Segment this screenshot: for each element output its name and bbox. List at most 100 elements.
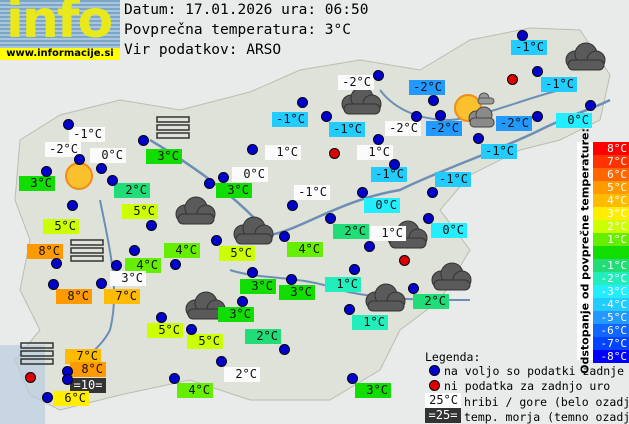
no-data-station-marker[interactable] (329, 148, 340, 159)
station-marker[interactable] (138, 135, 149, 146)
scale-title: Odstopanje od povprečne temperature: (577, 128, 593, 374)
station-temperature-label: 3°C (218, 307, 254, 322)
legend-mountain-sample: 25°C (425, 393, 461, 408)
station-marker[interactable] (170, 259, 181, 270)
station-marker[interactable] (349, 264, 360, 275)
station-marker[interactable] (74, 154, 85, 165)
station-marker[interactable] (186, 324, 197, 335)
deviation-color-scale: 8°C 7°C 6°C 5°C 4°C 3°C 2°C 1°C -1°C -2°C -3°C -4°C… (593, 142, 629, 363)
station-marker[interactable] (373, 70, 384, 81)
station-marker[interactable] (435, 110, 446, 121)
station-temperature-label: -2°C (496, 116, 532, 131)
station-marker[interactable] (408, 283, 419, 294)
station-marker[interactable] (286, 274, 297, 285)
station-temperature-label: 8°C (27, 244, 63, 259)
station-marker[interactable] (585, 100, 596, 111)
cloud-icon (382, 220, 430, 254)
cloud-icon (360, 283, 408, 317)
station-temperature-label: 5°C (187, 334, 223, 349)
station-marker[interactable] (218, 172, 229, 183)
scale-step: -6°C (593, 324, 629, 337)
station-marker[interactable] (146, 220, 157, 231)
station-temperature-label: -1°C (511, 40, 547, 55)
mountain-temperature-label: 0°C (90, 148, 126, 163)
station-marker[interactable] (156, 312, 167, 323)
station-temperature-label: 8°C (70, 362, 106, 377)
scale-step: -7°C (593, 337, 629, 350)
station-marker[interactable] (211, 235, 222, 246)
legend-blue-dot-icon (429, 365, 440, 376)
station-marker[interactable] (325, 213, 336, 224)
station-marker[interactable] (237, 296, 248, 307)
station-temperature-label: 3°C (279, 285, 315, 300)
site-logo[interactable]: info www.informacije.si (0, 0, 120, 60)
station-marker[interactable] (428, 95, 439, 106)
station-marker[interactable] (51, 258, 62, 269)
station-marker[interactable] (247, 144, 258, 155)
mountain-temperature-label: -2°C (45, 142, 81, 157)
station-temperature-label: 3°C (146, 149, 182, 164)
station-marker[interactable] (517, 30, 528, 41)
logo-url-link[interactable]: www.informacije.si (0, 48, 120, 60)
station-marker[interactable] (62, 374, 73, 385)
station-marker[interactable] (96, 163, 107, 174)
station-temperature-label: 4°C (164, 243, 200, 258)
station-marker[interactable] (473, 133, 484, 144)
station-temperature-label: 2°C (245, 329, 281, 344)
station-temperature-label: 5°C (122, 204, 158, 219)
station-marker[interactable] (111, 260, 122, 271)
station-temperature-label: -1°C (541, 77, 577, 92)
station-marker[interactable] (63, 119, 74, 130)
station-marker[interactable] (297, 97, 308, 108)
station-marker[interactable] (357, 187, 368, 198)
station-marker[interactable] (427, 187, 438, 198)
station-marker[interactable] (279, 231, 290, 242)
no-data-station-marker[interactable] (399, 255, 410, 266)
station-marker[interactable] (411, 111, 422, 122)
station-temperature-label: 8°C (56, 289, 92, 304)
station-marker[interactable] (41, 166, 52, 177)
no-data-station-marker[interactable] (507, 74, 518, 85)
station-temperature-label: 0°C (431, 223, 467, 238)
station-temperature-label: 4°C (177, 383, 213, 398)
station-temperature-label: -1°C (329, 122, 365, 137)
station-marker[interactable] (287, 200, 298, 211)
fog-icon (156, 116, 190, 144)
station-marker[interactable] (279, 344, 290, 355)
scale-step: -1°C (593, 259, 629, 272)
station-marker[interactable] (216, 356, 227, 367)
station-marker[interactable] (532, 111, 543, 122)
station-marker[interactable] (169, 373, 180, 384)
legend-sea: temp. morja (temno ozadje) (464, 410, 629, 424)
scale-step: 2°C (593, 220, 629, 233)
scale-step: -4°C (593, 298, 629, 311)
station-marker[interactable] (48, 279, 59, 290)
average-temperature: Povprečna temperatura: 3°C (124, 22, 351, 38)
station-marker[interactable] (373, 134, 384, 145)
station-marker[interactable] (67, 200, 78, 211)
sun-cloud-icon (448, 90, 496, 134)
no-data-station-marker[interactable] (25, 372, 36, 383)
station-marker[interactable] (107, 175, 118, 186)
station-marker[interactable] (247, 267, 258, 278)
station-marker[interactable] (321, 111, 332, 122)
mountain-temperature-label: 1°C (265, 145, 301, 160)
sea-temperature-label: =10= (70, 378, 106, 393)
station-temperature-label: -1°C (371, 167, 407, 182)
station-marker[interactable] (204, 178, 215, 189)
station-marker[interactable] (42, 392, 53, 403)
scale-step: 5°C (593, 181, 629, 194)
station-marker[interactable] (423, 213, 434, 224)
station-marker[interactable] (344, 304, 355, 315)
station-marker[interactable] (129, 245, 140, 256)
station-marker[interactable] (364, 241, 375, 252)
station-temperature-label: 3°C (240, 279, 276, 294)
station-marker[interactable] (347, 373, 358, 384)
mountain-temperature-label: 3°C (110, 271, 146, 286)
station-marker[interactable] (389, 159, 400, 170)
station-temperature-label: -2°C (426, 121, 462, 136)
station-marker[interactable] (532, 66, 543, 77)
station-marker[interactable] (96, 278, 107, 289)
mountain-temperature-label: -1°C (69, 127, 105, 142)
scale-step: -5°C (593, 311, 629, 324)
